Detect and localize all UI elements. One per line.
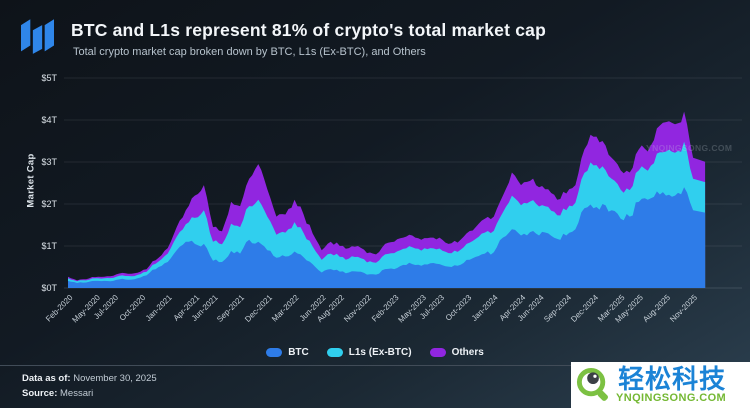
x-tick-label: Feb-2020 bbox=[43, 293, 75, 324]
source-label: Source: bbox=[22, 388, 58, 399]
legend-swatch bbox=[429, 347, 446, 357]
area-btc bbox=[68, 187, 706, 288]
magnifier-eye-icon bbox=[576, 367, 608, 401]
x-tick-label: Mar-2022 bbox=[270, 293, 301, 324]
x-tick-label: Feb-2023 bbox=[369, 293, 401, 324]
x-tick-label: Nov-2025 bbox=[668, 293, 700, 324]
legend-item: BTC bbox=[266, 347, 309, 358]
y-tick-label: $0T bbox=[41, 282, 57, 293]
chart-legend: BTC L1s (Ex-BTC) Others bbox=[0, 344, 750, 360]
watermark-text: YNQINGSONG.COM bbox=[646, 143, 733, 153]
x-tick-label: Jan-2021 bbox=[144, 293, 175, 323]
y-tick-label: $3T bbox=[41, 156, 57, 167]
page-subtitle: Total crypto market cap broken down by B… bbox=[73, 46, 426, 58]
legend-label: BTC bbox=[288, 346, 309, 358]
x-tick-label: Jan-2024 bbox=[470, 293, 501, 323]
header: BTC and L1s represent 81% of crypto's to… bbox=[0, 0, 750, 66]
x-tick-label: Nov-2022 bbox=[342, 293, 374, 324]
x-tick-label: Oct-2020 bbox=[117, 293, 147, 323]
x-tick-label: Sep-2024 bbox=[541, 293, 573, 324]
source-line: Source: Messari bbox=[22, 386, 157, 401]
legend-label: L1s (Ex-BTC) bbox=[348, 346, 412, 358]
source-value: Messari bbox=[60, 388, 94, 399]
legend-swatch bbox=[326, 347, 343, 357]
legend-item: L1s (Ex-BTC) bbox=[326, 346, 412, 358]
y-tick-label: $2T bbox=[41, 198, 57, 209]
footer-divider bbox=[0, 365, 750, 366]
x-tick-label: Sep-2021 bbox=[215, 293, 247, 324]
brand-text: 轻松科技 YNQINGSONG.COM bbox=[616, 366, 726, 404]
data-as-of-line: Data as of: November 30, 2025 bbox=[22, 371, 157, 386]
x-tick-label: Oct-2023 bbox=[443, 293, 474, 323]
brand-badge: 轻松科技 YNQINGSONG.COM bbox=[571, 362, 750, 408]
y-tick-label: $5T bbox=[41, 72, 57, 83]
footer: Data as of: November 30, 2025 Source: Me… bbox=[22, 371, 157, 401]
x-tick-label: Dec-2021 bbox=[242, 293, 274, 324]
brand-name-cn: 轻松科技 bbox=[618, 364, 727, 394]
legend-swatch bbox=[266, 347, 283, 357]
brand-domain: YNQINGSONG.COM bbox=[616, 392, 727, 404]
x-tick-label: Dec-2024 bbox=[568, 293, 600, 324]
data-as-of-label: Data as of: bbox=[22, 373, 71, 384]
page-title: BTC and L1s represent 81% of crypto's to… bbox=[71, 20, 546, 40]
data-as-of-value: November 30, 2025 bbox=[73, 373, 157, 384]
legend-label: Others bbox=[451, 346, 484, 358]
y-tick-label: $4T bbox=[41, 114, 57, 125]
stacked-area-plot bbox=[64, 77, 742, 289]
messari-logo-icon bbox=[21, 19, 54, 54]
y-tick-label: $1T bbox=[41, 240, 57, 251]
y-axis-label: Market Cap bbox=[25, 153, 37, 208]
x-tick-label: Aug-2025 bbox=[641, 293, 673, 324]
legend-item: Others bbox=[429, 346, 484, 358]
